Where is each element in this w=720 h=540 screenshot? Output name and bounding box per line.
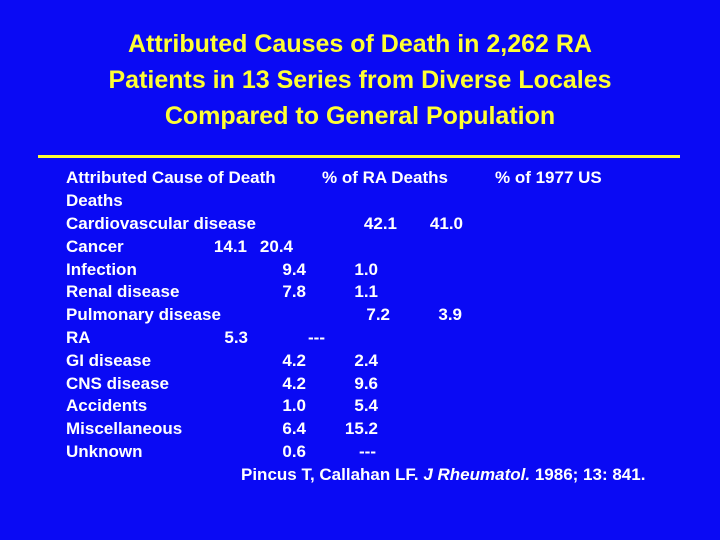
cause-cell: Pulmonary disease [66,305,221,325]
value-cell: 4.2 [282,373,306,393]
cause-cell: CNS disease [66,373,169,393]
value-cell: 1.0 [354,259,378,279]
value-cell: 3.9 [438,305,462,325]
cause-cell: Renal disease [66,282,180,302]
header-cell: Attributed Cause of Death [66,168,276,187]
value-cell: 0.6 [282,442,306,461]
value-cell: 4.2 [282,350,306,370]
cause-cell: Cardiovascular disease [66,214,256,233]
value-cell: 15.2 [344,419,378,439]
value-cell: 20.4 [259,236,293,256]
value-cell: 5.4 [354,396,378,416]
value-cell: 1.1 [354,282,378,302]
value-cell: 42.1 [363,214,397,233]
cause-cell: Miscellaneous [66,419,183,439]
cause-cell: Cancer [66,236,124,256]
citation-journal: J Rheumatol. [423,465,531,484]
title-line: Patients in 13 Series from Diverse Local… [108,66,612,94]
header-cell: % of 1977 US [495,168,602,187]
value-cell: --- [308,328,325,347]
cause-cell: RA [66,328,91,347]
value-cell: 6.4 [282,419,306,439]
value-cell: 1.0 [282,396,306,416]
cause-cell: Infection [66,259,137,279]
value-cell: 41.0 [429,214,463,233]
cause-cell: Unknown [66,442,143,461]
header-cell: Deaths [66,191,123,210]
divider [38,155,680,158]
value-cell: 7.8 [282,282,306,302]
title: Attributed Causes of Death in 2,262 RA P… [0,26,720,134]
cause-cell: GI disease [66,350,152,370]
citation-details: 1986; 13: 841. [534,465,646,484]
header-cell: % of RA Deaths [322,168,448,187]
value-cell: 14.1 [213,236,247,256]
value-cell: 7.2 [366,305,390,325]
value-cell: --- [359,442,376,461]
citation: Pincus T, Callahan LF. J Rheumatol. 1986… [241,465,645,485]
value-cell: 9.4 [282,259,306,279]
citation-authors: Pincus T, Callahan LF. [241,465,419,484]
title-line: Compared to General Population [164,102,556,130]
value-cell: 2.4 [354,350,378,370]
value-cell: 9.6 [354,373,378,393]
value-cell: 5.3 [224,328,248,347]
title-line: Attributed Causes of Death in 2,262 RA [128,30,592,58]
cause-cell: Accidents [66,396,148,416]
